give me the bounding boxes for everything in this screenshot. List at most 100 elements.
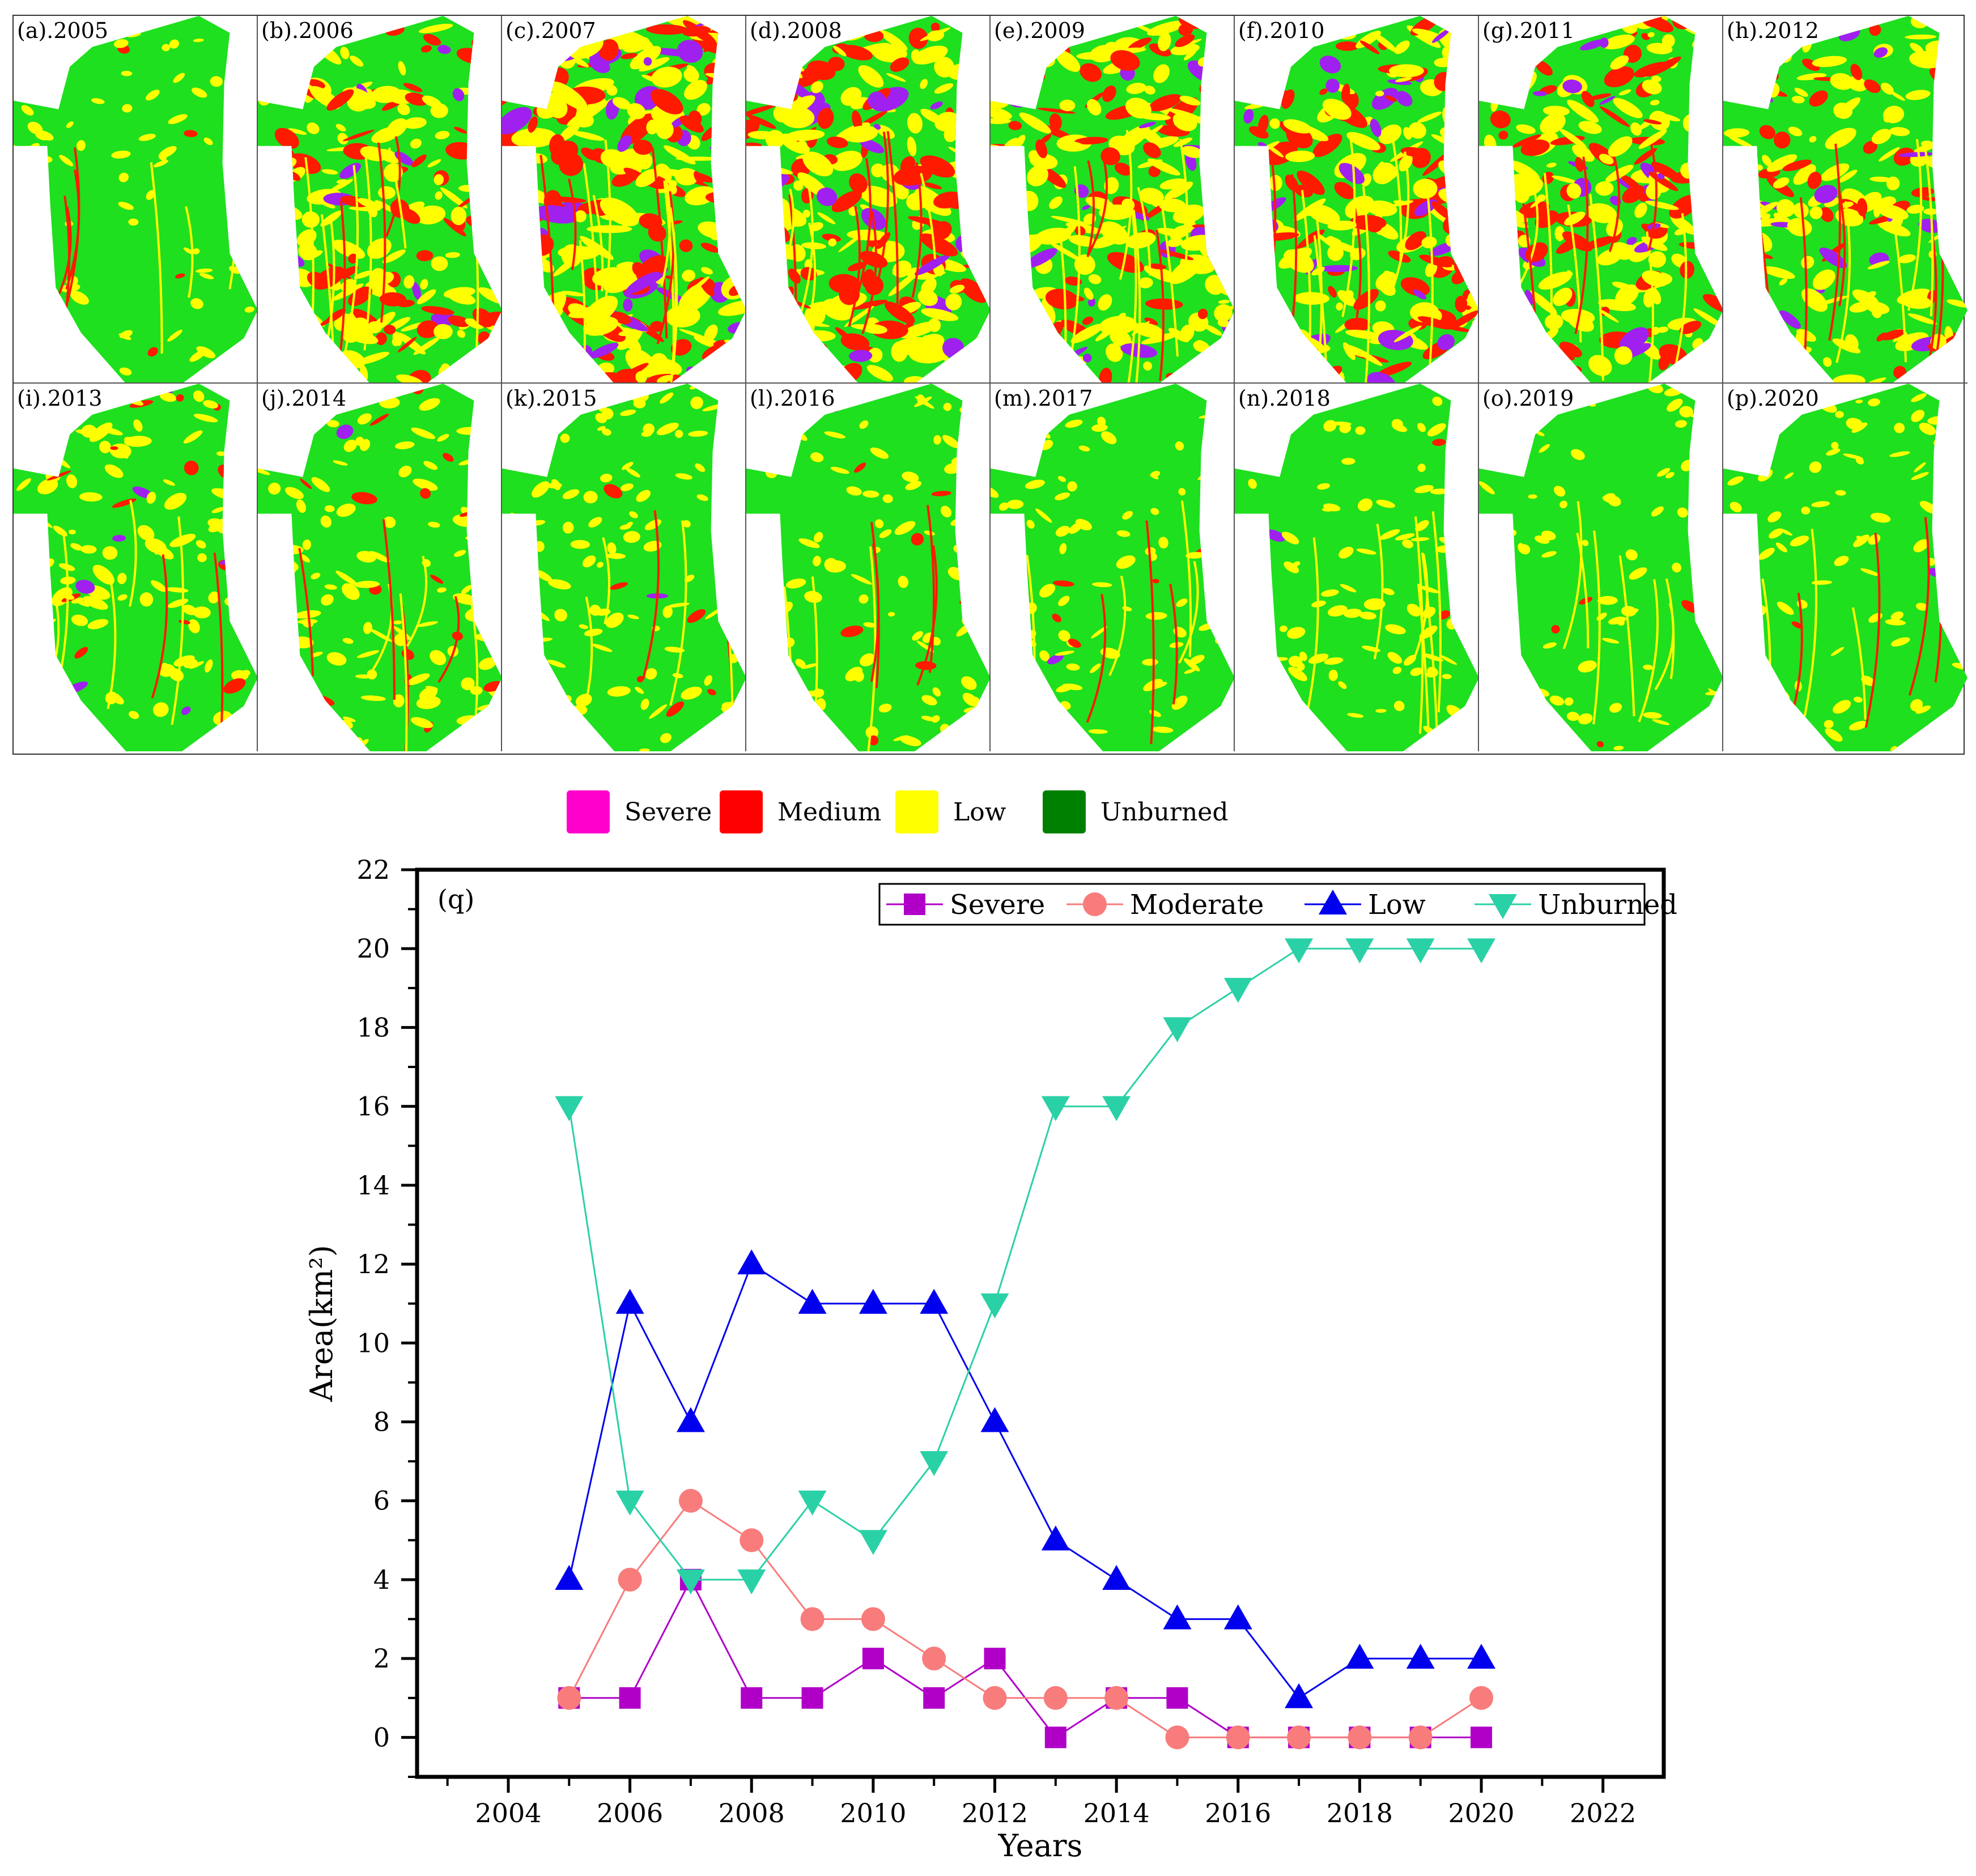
legend-marker <box>1319 890 1347 914</box>
data-point <box>1348 1725 1372 1750</box>
y-tick-label: 16 <box>356 1091 390 1122</box>
data-point <box>922 1647 946 1671</box>
chart-legend-item: Moderate <box>1066 889 1264 921</box>
burn-severity-map <box>258 16 501 382</box>
y-tick-label: 8 <box>373 1407 390 1437</box>
data-point <box>555 1564 584 1590</box>
chart-panel-label: (q) <box>437 884 474 914</box>
data-point <box>1285 938 1314 964</box>
x-tick-label: 2012 <box>962 1798 1028 1828</box>
x-axis-label: Years <box>998 1828 1083 1864</box>
burn-severity-map <box>258 384 501 751</box>
chart-legend: Severe Moderate Low Unburned <box>878 883 1677 926</box>
map-panel-label: (l).2016 <box>750 386 835 411</box>
burn-severity-map <box>1235 16 1478 382</box>
burn-severity-map <box>1723 16 1967 382</box>
map-panel-label: (j).2014 <box>261 386 347 411</box>
map-panel-label: (p).2020 <box>1727 386 1819 411</box>
map-panel: (p).2020 <box>1723 384 1967 751</box>
legend-swatch <box>567 790 610 833</box>
series-line <box>568 1499 1482 1738</box>
data-point <box>1408 1725 1433 1750</box>
chart-legend-item: Severe <box>886 889 1045 921</box>
legend-label: Unburned <box>1100 797 1229 827</box>
map-panel-label: (g).2011 <box>1482 18 1575 43</box>
data-point <box>1345 1644 1374 1669</box>
burn-severity-map <box>746 384 989 751</box>
map-panel: (m).2017 <box>991 384 1235 751</box>
x-tick-label: 2022 <box>1570 1798 1636 1828</box>
map-panel: (b).2006 <box>258 16 502 384</box>
map-panel: (j).2014 <box>258 384 502 751</box>
data-point <box>859 1288 887 1314</box>
data-point <box>1226 1725 1250 1750</box>
legend-label: Severe <box>624 797 712 827</box>
data-point <box>615 1490 644 1516</box>
data-point <box>741 1687 763 1709</box>
data-point <box>555 1096 584 1121</box>
legend-label: Medium <box>777 797 882 827</box>
data-point <box>1163 1017 1192 1043</box>
burn-severity-map <box>991 16 1234 382</box>
data-point <box>1102 1564 1131 1590</box>
series-line <box>568 947 1481 1581</box>
map-panel-label: (d).2008 <box>750 18 842 43</box>
data-point <box>1102 1096 1131 1121</box>
data-point <box>980 1293 1009 1318</box>
legend-marker <box>904 894 925 915</box>
data-point <box>676 1569 705 1594</box>
legend-swatch <box>720 790 763 833</box>
map-panel: (l).2016 <box>746 384 991 751</box>
data-point <box>1166 1687 1188 1709</box>
data-point <box>1041 1096 1070 1121</box>
data-point <box>1285 1683 1314 1708</box>
map-panel: (c).2007 <box>502 16 746 384</box>
data-point <box>980 1407 1009 1432</box>
legend-swatch <box>895 790 938 833</box>
map-legend-item: Severe <box>567 790 712 833</box>
data-point <box>923 1687 945 1709</box>
data-point <box>1469 1686 1494 1710</box>
data-point <box>983 1686 1007 1710</box>
y-tick-label: 6 <box>373 1486 390 1516</box>
map-panel: (o).2019 <box>1479 384 1723 751</box>
map-panel-label: (i).2013 <box>17 386 103 411</box>
legend-label: Unburned <box>1538 889 1677 921</box>
data-point <box>1223 977 1252 1003</box>
map-panel: (f).2010 <box>1235 16 1479 384</box>
data-point <box>1467 1644 1496 1669</box>
map-panel: (a).2005 <box>14 16 258 384</box>
x-tick-label: 2006 <box>597 1798 663 1828</box>
data-point <box>801 1687 823 1709</box>
legend-label: Low <box>1368 889 1426 921</box>
burn-severity-map <box>1479 384 1722 751</box>
y-tick-label: 4 <box>373 1564 390 1595</box>
map-panel: (e).2009 <box>991 16 1235 384</box>
burn-severity-map <box>14 16 257 382</box>
map-panel-label: (a).2005 <box>17 18 109 43</box>
map-panel: (k).2015 <box>502 384 746 751</box>
x-tick-label: 2016 <box>1205 1798 1271 1828</box>
series-unburned <box>555 938 1496 1594</box>
map-legend: Severe Medium Low Unburned <box>567 790 1247 841</box>
data-point <box>861 1607 885 1631</box>
data-point <box>1041 1525 1070 1551</box>
map-panel-label: (o).2019 <box>1482 386 1574 411</box>
y-tick-label: 12 <box>356 1249 390 1279</box>
x-tick-label: 2010 <box>840 1798 906 1828</box>
data-point <box>737 1569 766 1594</box>
series-line <box>569 1577 1481 1739</box>
legend-marker <box>1489 894 1517 919</box>
burn-severity-map <box>991 384 1234 751</box>
data-point <box>920 1451 949 1477</box>
legend-swatch <box>1043 790 1086 833</box>
chart-legend-item: Unburned <box>1474 889 1677 921</box>
map-panel-label: (c).2007 <box>505 18 596 43</box>
data-point <box>678 1488 703 1513</box>
data-point <box>862 1648 884 1670</box>
burn-severity-map <box>1479 16 1722 382</box>
map-legend-item: Medium <box>720 790 881 833</box>
burn-severity-map-grid: (a).2005 (b).2006 (c).2007 (d).2008 (e).2009… <box>12 15 1967 755</box>
x-tick-label: 2014 <box>1083 1798 1150 1828</box>
